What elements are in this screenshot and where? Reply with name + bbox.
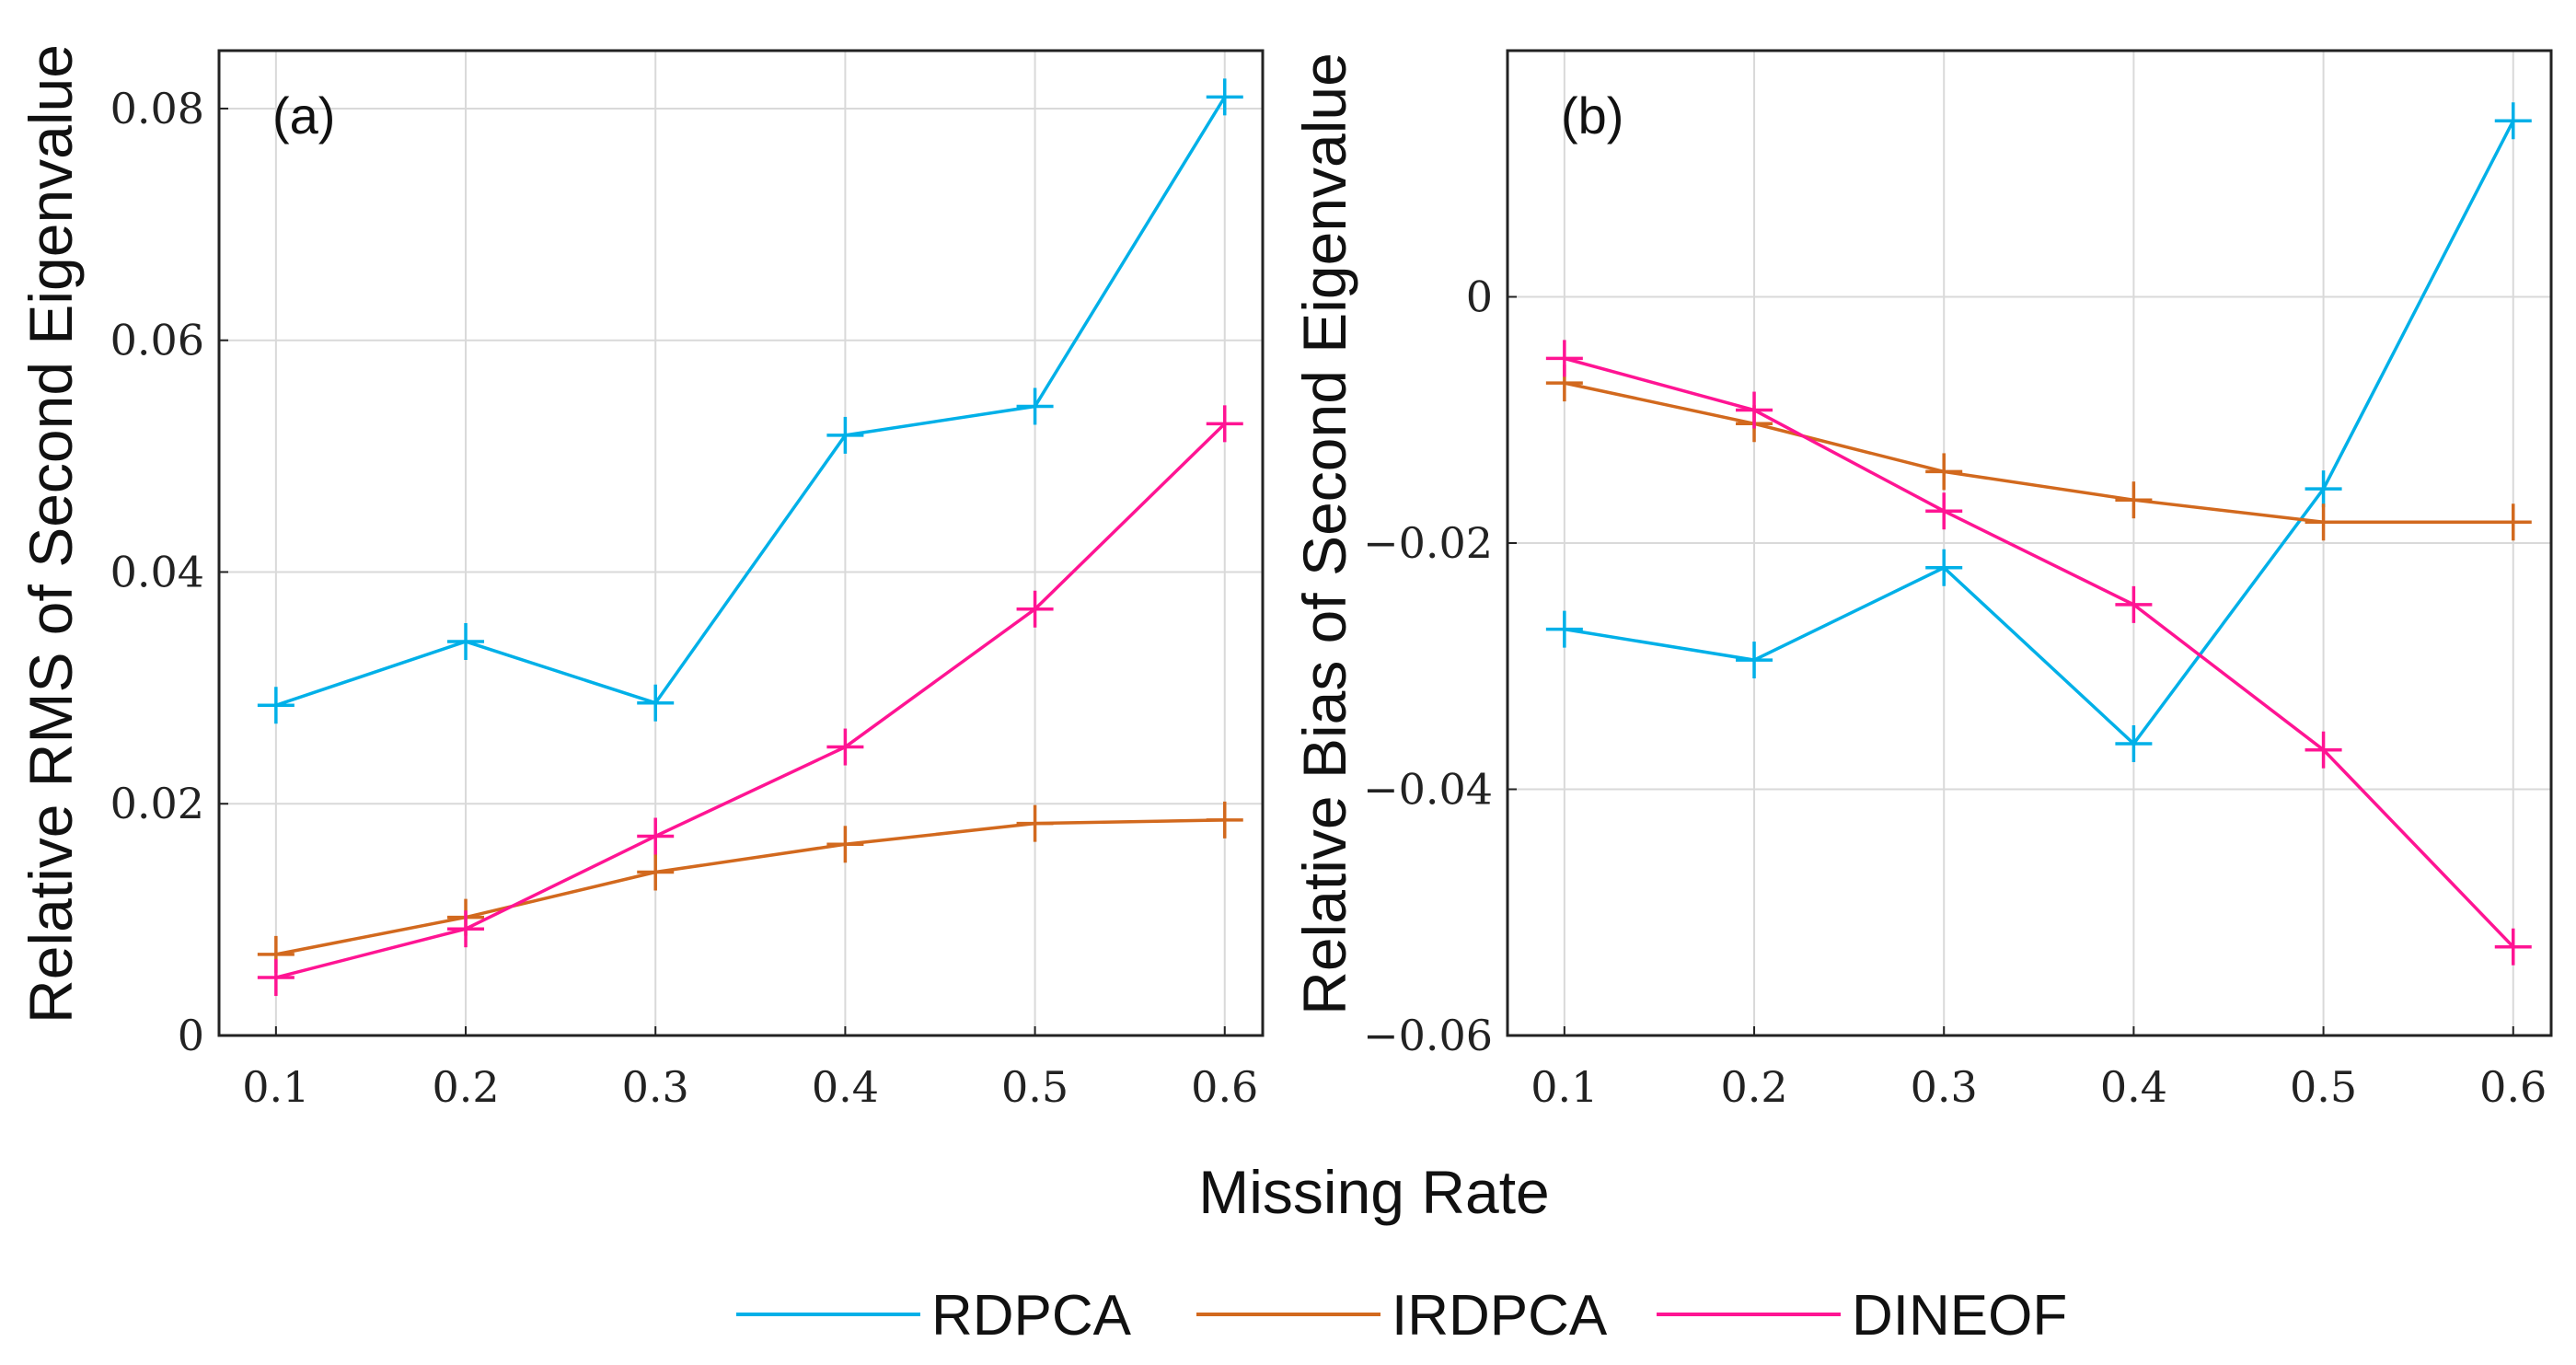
x-tick-label: 0.4 — [812, 1062, 879, 1112]
panel-b-grid — [1507, 51, 2551, 1036]
y-tick-label: 0.02 — [110, 779, 204, 828]
x-tick-label: 0.6 — [1191, 1062, 1258, 1112]
y-tick-label: −0.02 — [1363, 518, 1493, 568]
x-tick-label: 0.1 — [242, 1062, 309, 1112]
panel-b-series — [1545, 102, 2532, 966]
data-point-rdpca — [826, 416, 864, 454]
data-point-dineof — [2494, 928, 2532, 966]
panel-b-ticks: 0.1 0.2 0.3 0.4 0.5 0.6 −0.06 −0.04 −0.02 0 — [1363, 272, 2547, 1113]
x-tick-label: 0.6 — [2479, 1062, 2547, 1112]
series-line-dineof — [275, 422, 1226, 979]
data-point-dineof — [637, 817, 675, 855]
data-point-irdpca — [826, 826, 864, 863]
x-tick-label: 0.3 — [622, 1062, 689, 1112]
y-tick-label: 0 — [178, 1011, 204, 1060]
data-point-irdpca — [1016, 804, 1054, 842]
x-tick-label: 0.1 — [1531, 1062, 1598, 1112]
y-tick-label: 0.08 — [110, 84, 204, 133]
data-point-rdpca — [1016, 388, 1054, 425]
x-axis-title: Missing Rate — [1198, 1158, 1549, 1226]
y-tick-label: −0.06 — [1363, 1011, 1493, 1060]
data-point-rdpca — [2115, 725, 2153, 763]
data-point-rdpca — [637, 684, 675, 722]
data-point-irdpca — [2115, 481, 2153, 519]
data-point-rdpca — [257, 687, 295, 724]
data-point-rdpca — [2494, 102, 2532, 140]
panel-b-ylabel: Relative Bias of Second Eigenvalue — [1290, 52, 1358, 1015]
data-point-dineof — [1016, 590, 1054, 628]
data-point-dineof — [257, 959, 295, 997]
x-tick-label: 0.2 — [432, 1062, 499, 1112]
data-point-irdpca — [637, 853, 675, 891]
panel-a-grid — [219, 51, 1263, 1036]
data-point-dineof — [2305, 731, 2342, 769]
data-point-dineof — [2115, 585, 2153, 623]
data-point-rdpca — [2305, 470, 2342, 508]
panel-a-label: (a) — [272, 87, 335, 145]
legend-label: RDPCA — [931, 1284, 1132, 1348]
y-tick-label: −0.04 — [1363, 765, 1493, 815]
data-point-irdpca — [2305, 503, 2342, 541]
series-line-irdpca — [275, 818, 1225, 956]
data-point-dineof — [1545, 340, 1583, 377]
legend-item-dineof: DINEOF — [1657, 1284, 2067, 1348]
data-point-rdpca — [1736, 642, 1773, 679]
data-point-dineof — [1736, 391, 1773, 429]
panel-a-frame — [217, 49, 1265, 1037]
data-point-dineof — [826, 728, 864, 766]
data-point-irdpca — [1206, 801, 1243, 839]
data-point-irdpca — [2494, 503, 2532, 541]
data-point-rdpca — [1545, 610, 1583, 648]
x-tick-label: 0.2 — [1720, 1062, 1787, 1112]
panel-a-ticks: 0.1 0.2 0.3 0.4 0.5 0.6 0 0.02 0.04 0.06 0.08 — [110, 84, 1259, 1112]
series-line-rdpca — [275, 96, 1227, 707]
y-tick-label: 0 — [1466, 272, 1493, 322]
legend-label: DINEOF — [1852, 1284, 2067, 1348]
y-tick-label: 0.06 — [110, 316, 204, 365]
data-point-rdpca — [447, 623, 485, 660]
legend: RDPCA IRDPCA DINEOF — [736, 1284, 2067, 1348]
panel-b: 0.1 0.2 0.3 0.4 0.5 0.6 −0.06 −0.04 −0.02 0 (b) R… — [1290, 49, 2553, 1113]
data-point-dineof — [447, 910, 485, 948]
x-tick-label: 0.4 — [2100, 1062, 2167, 1112]
panel-a: 0.1 0.2 0.3 0.4 0.5 0.600.020.040.060.08 (a) … — [17, 44, 1265, 1112]
series-line-irdpca — [1564, 381, 2513, 525]
data-point-rdpca — [1206, 78, 1243, 116]
data-point-dineof — [1925, 492, 1963, 530]
x-tick-label: 0.5 — [1001, 1062, 1069, 1112]
data-point-dineof — [1206, 405, 1243, 443]
legend-label: IRDPCA — [1392, 1284, 1608, 1348]
legend-item-irdpca: IRDPCA — [1196, 1284, 1608, 1348]
panel-a-ylabel: Relative RMS of Second Eigenvalue — [17, 44, 85, 1024]
panel-a-series — [257, 78, 1243, 997]
x-tick-label: 0.3 — [1911, 1062, 1978, 1112]
data-point-irdpca — [1925, 453, 1963, 491]
panel-b-label: (b) — [1561, 87, 1623, 145]
y-tick-label: 0.04 — [110, 547, 204, 596]
legend-item-rdpca: RDPCA — [736, 1284, 1132, 1348]
series-line-rdpca — [1564, 120, 2515, 746]
data-point-rdpca — [1925, 549, 1963, 586]
x-tick-label: 0.5 — [2290, 1062, 2357, 1112]
series-line-dineof — [1564, 356, 2515, 948]
